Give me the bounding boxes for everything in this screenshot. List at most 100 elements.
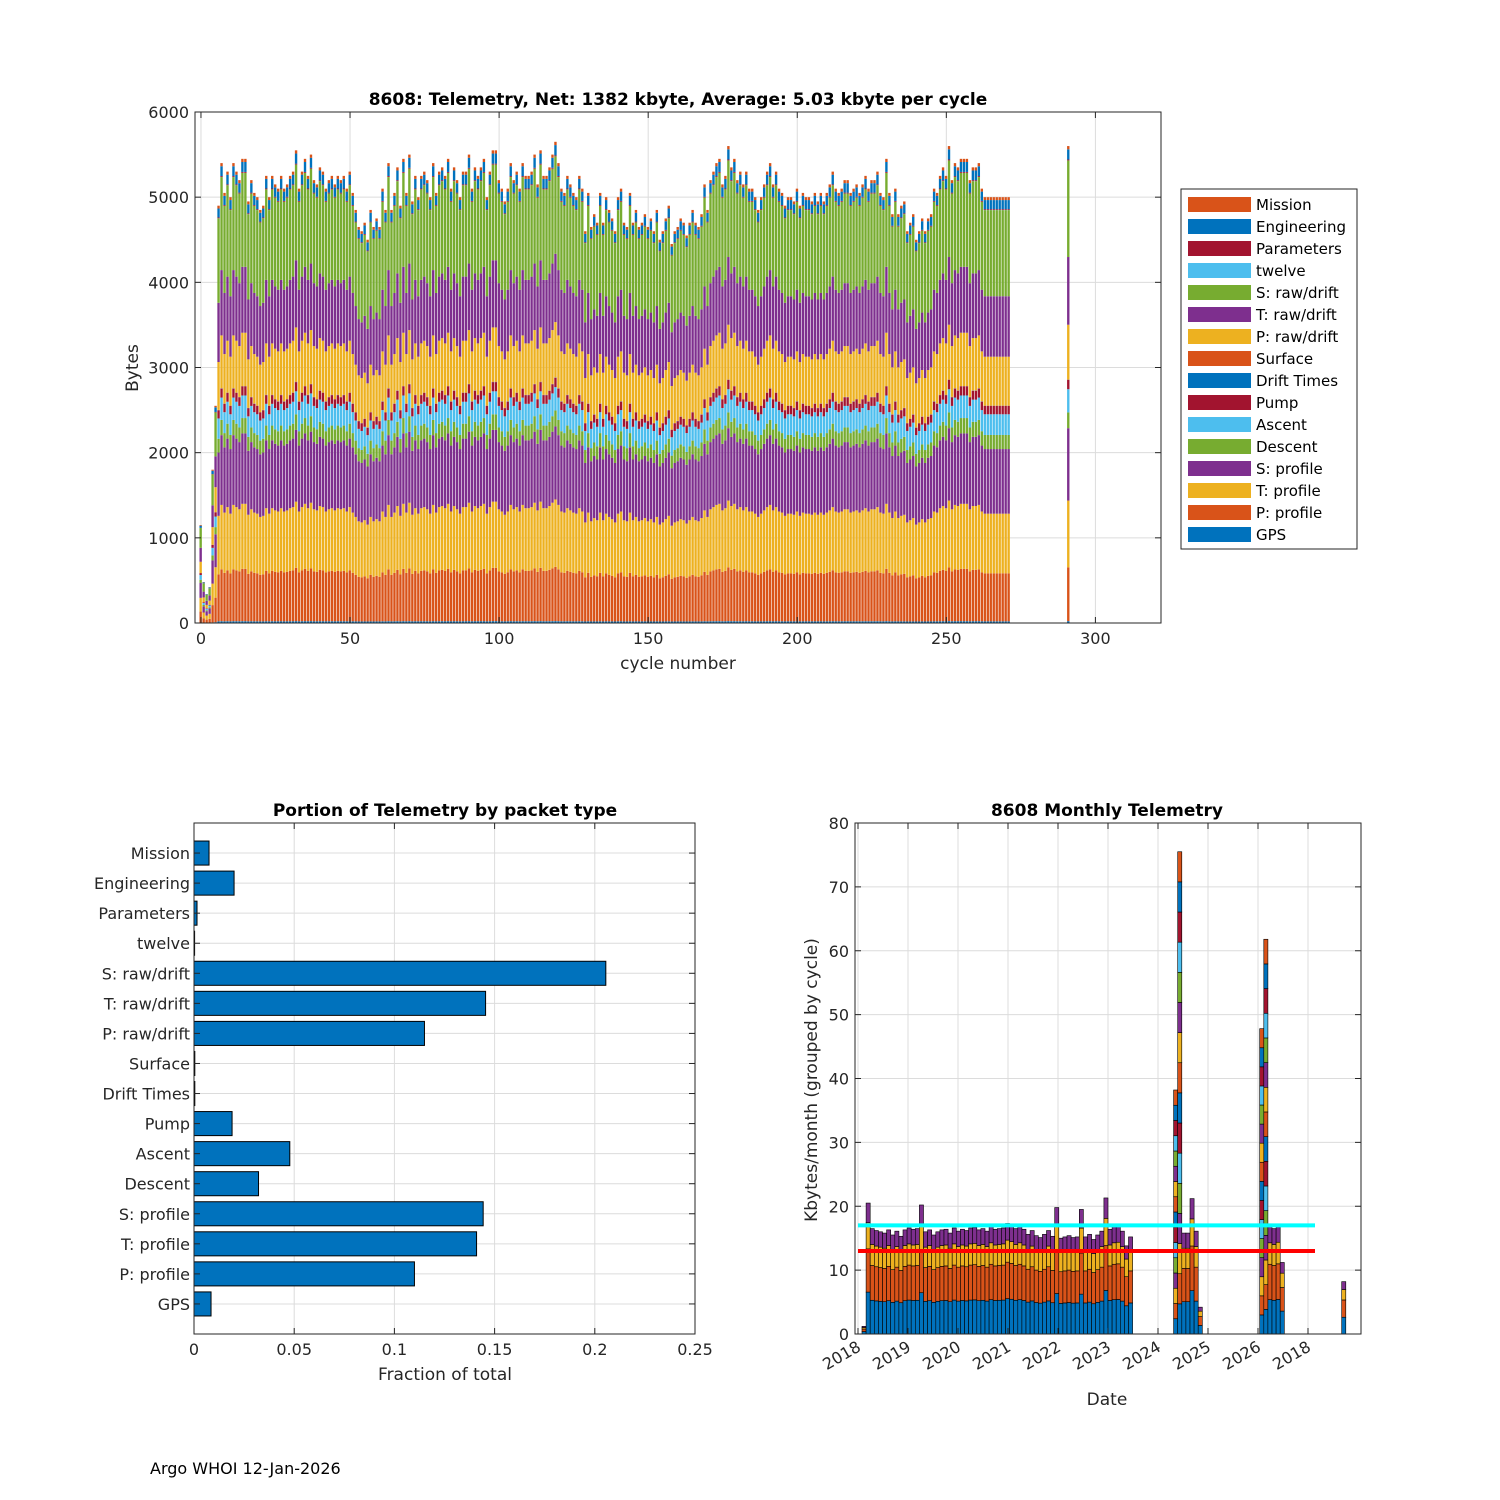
cycle-bar-segment-gps [265,621,268,623]
cycle-bar-segment-p-profile [798,574,802,622]
cycle-bar-segment-mission [646,226,650,230]
cycle-bar-segment-s-profile [658,466,662,525]
cycle-bar-segment-t-profile [619,511,623,573]
cycle-bar-segment-p-profile [703,571,706,622]
cycle-bar-segment-parameters [479,180,483,182]
cycle-bar-segment-ascent [757,420,760,441]
cycle-bar-segment-ascent [533,393,536,417]
monthly-bar-segment-p-profile [1279,1287,1285,1312]
cycle-bar-segment-descent [578,425,581,441]
cycle-bar-segment-parameters [840,200,843,202]
cycle-bar-segment-p-raw-drift [551,330,554,384]
cycle-bar-segment-t-profile [351,512,354,573]
cycle-bar-segment-engineering [837,195,840,206]
cycle-bar-segment-p-profile [601,576,605,622]
cycle-bar-segment-p-raw-drift [381,351,384,402]
cycle-bar-segment-engineering [774,174,778,185]
cycle-bar-segment-gps [446,621,450,623]
cycle-bar-segment-descent [697,448,700,462]
cycle-bar-segment-p-profile [903,573,906,622]
cycle-bar-segment-p-raw-drift [312,346,316,397]
monthly-bar-segment-s-profile [873,1230,879,1247]
cycle-bar-segment-engineering [801,195,805,206]
cycle-bar-segment-gps [393,621,396,623]
cycle-bar-segment-t-profile [464,507,468,571]
cycle-bar-segment-p-raw-drift [503,359,506,408]
monthly-bar-segment-p-profile [890,1269,896,1303]
monthly-bar-segment-mission [1263,938,1269,965]
cycle-bar-segment-ascent [297,410,301,432]
cycle-bar-segment-ascent [348,401,351,424]
cycle-bar-segment-mission [941,167,945,171]
cycle-bar-segment-s-raw-drift [429,210,432,297]
cycle-bar-segment-t-raw-drift [920,312,924,371]
cycle-bar-segment-mission [363,222,366,226]
cycle-bar-segment-ascent [888,412,891,434]
cycle-bar-segment-descent [467,416,471,432]
cycle-bar-segment-ascent [694,426,697,447]
cycle-bar-segment-s-profile [852,445,855,512]
cycle-bar-segment-parameters [494,163,498,165]
cycle-bar-segment-ascent [625,428,629,449]
cycle-bar-segment-mission [548,167,551,171]
cycle-bar-segment-t-raw-drift [876,276,879,341]
cycle-bar-segment-p-profile [300,570,304,622]
cycle-bar-segment-gps [473,621,477,623]
cycle-bar-segment-descent [393,433,396,448]
monthly-bar-segment-t-profile [1058,1252,1064,1273]
cycle-bar-segment-t-raw-drift [500,289,503,352]
cycle-bar-segment-engineering [375,221,378,230]
cycle-bar-segment-s-profile [593,456,596,519]
cycle-bar-segment-p-raw-drift [205,604,208,609]
cycle-bar-segment-parameters [247,213,250,215]
cycle-bar-segment-p-raw-drift [342,343,345,395]
cycle-bar-segment-mission [414,175,417,179]
cycle-bar-segment-t-raw-drift [470,289,474,352]
cycle-bar-segment-gps [828,621,831,623]
cycle-bar-segment-t-raw-drift [906,322,909,379]
cycle-bar-segment-p-profile [271,570,274,622]
cycle-bar-segment-engineering [250,183,253,193]
cycle-bar-segment-engineering [804,200,808,210]
cycle-bar-segment-s-raw-drift [208,588,211,596]
cycle-bar-segment-s-profile [912,456,915,519]
cycle-bar-segment-parameters [792,213,796,215]
monthly-bar-segment-gps [1087,1301,1092,1335]
cycle-bar-segment-p-raw-drift [894,351,897,402]
cycle-bar-segment-parameters [291,184,295,186]
cycle-bar-segment-pump [318,390,322,400]
cycle-bar-segment-t-profile [703,510,706,572]
cycle-bar-segment-ascent [947,389,951,413]
cycle-bar-segment-s-raw-drift [786,210,790,297]
cycle-bar-segment-p-profile [357,576,360,622]
cycle-bar-segment-engineering [587,195,590,206]
cycle-bar-segment-parameters [637,238,641,239]
cycle-bar-segment-p-profile [512,571,515,622]
cycle-bar-segment-engineering [768,166,772,177]
cycle-bar-segment-p-profile [268,573,271,622]
cycle-bar-segment-engineering [381,191,384,201]
cycle-bar-segment-pump [464,392,468,402]
monthly-bar-segment-twelve [1177,941,1183,973]
cycle-bar-segment-ascent [989,414,992,435]
cycle-bar-segment-t-raw-drift [554,253,557,323]
cycle-bar-segment-p-raw-drift [426,346,429,397]
cycle-bar-segment-ascent [727,389,730,413]
cycle-bar-segment-p-raw-drift [971,338,975,391]
cycle-bar-segment-t-raw-drift [882,296,885,357]
cycle-bar-segment-ascent [703,408,706,430]
cycle-bar-segment-s-profile [664,457,667,520]
cycle-bar-segment-p-profile [539,567,542,622]
cycle-bar-segment-ascent [312,405,316,428]
cycle-bar-segment-p-profile [694,576,697,622]
cycle-bar-segment-s-raw-drift [837,205,840,293]
cycle-bar-segment-mission [730,167,733,171]
cycle-bar-segment-s-profile [604,449,608,514]
cycle-bar-segment-pump [751,401,754,411]
cycle-bar-segment-s-profile [575,449,578,514]
cycle-bar-segment-t-raw-drift [235,276,238,341]
cycle-bar-segment-p-profile [706,574,709,622]
cycle-bar-segment-p-profile [274,571,277,622]
cycle-bar-segment-mission [479,167,483,171]
monthly-bar-segment-t-raw-drift [1173,1165,1178,1182]
